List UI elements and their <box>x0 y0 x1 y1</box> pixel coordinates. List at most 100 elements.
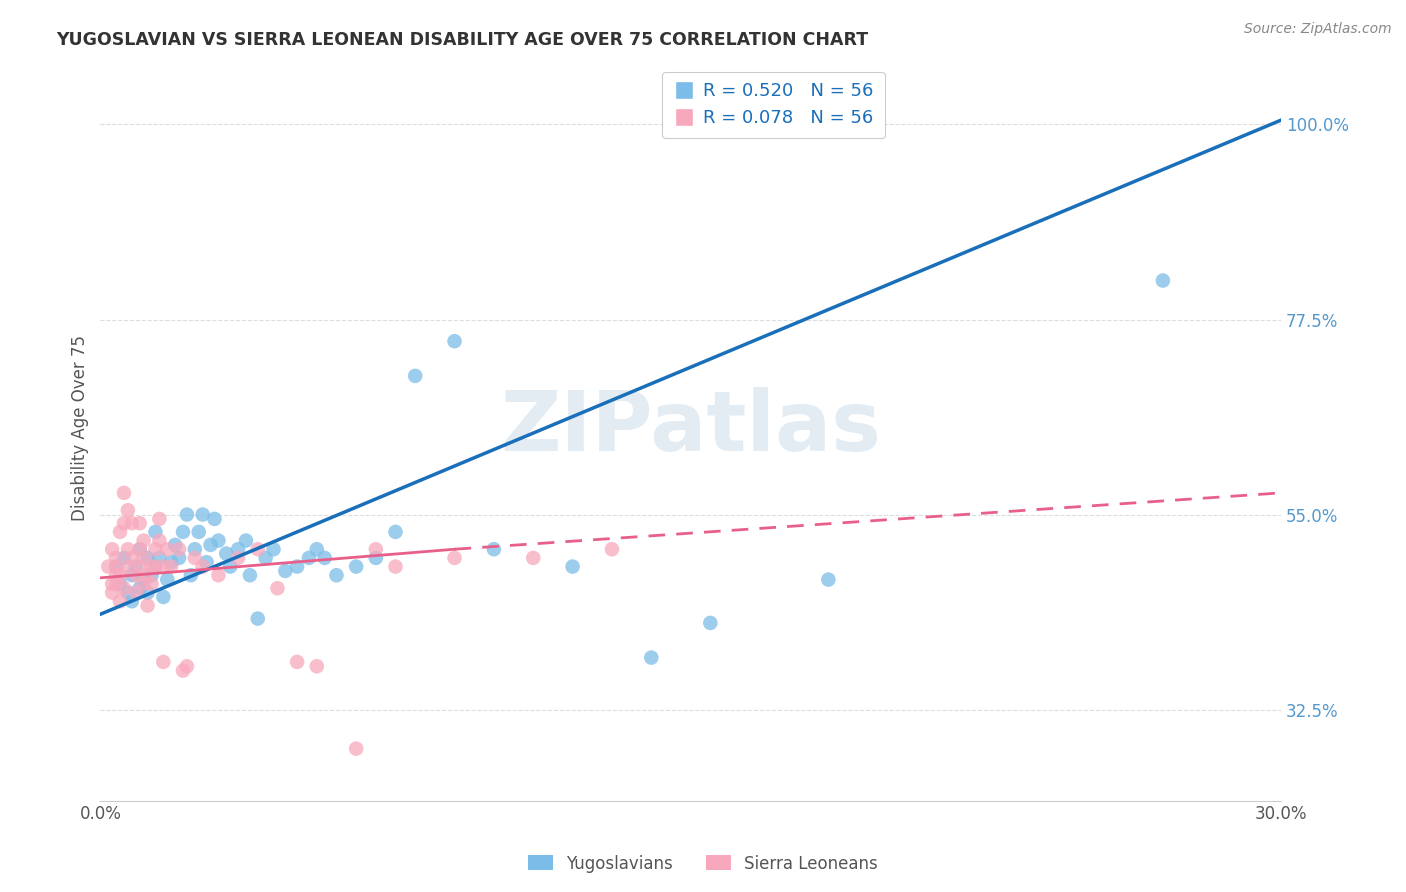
Point <box>132 577 155 591</box>
Point <box>443 550 465 565</box>
Text: YUGOSLAVIAN VS SIERRA LEONEAN DISABILITY AGE OVER 75 CORRELATION CHART: YUGOSLAVIAN VS SIERRA LEONEAN DISABILITY… <box>56 31 869 49</box>
Point <box>187 524 209 539</box>
Point <box>112 516 135 531</box>
Point <box>204 512 226 526</box>
Point <box>298 550 321 565</box>
Point <box>112 486 135 500</box>
Point <box>184 550 207 565</box>
Point <box>172 664 194 678</box>
Point <box>128 542 150 557</box>
Point <box>215 547 238 561</box>
Point <box>148 533 170 548</box>
Point <box>364 542 387 557</box>
Text: Source: ZipAtlas.com: Source: ZipAtlas.com <box>1244 22 1392 37</box>
Point <box>482 542 505 557</box>
Point <box>561 559 583 574</box>
Point <box>207 568 229 582</box>
Point <box>128 581 150 595</box>
Point <box>97 559 120 574</box>
Point <box>176 508 198 522</box>
Point <box>344 559 367 574</box>
Point <box>640 650 662 665</box>
Point <box>128 542 150 557</box>
Point <box>226 542 249 557</box>
Point <box>145 559 167 574</box>
Point <box>108 524 131 539</box>
Point <box>136 550 159 565</box>
Point <box>141 568 163 582</box>
Point <box>105 559 128 574</box>
Point <box>121 568 143 582</box>
Point <box>141 559 163 574</box>
Legend: R = 0.520   N = 56, R = 0.078   N = 56: R = 0.520 N = 56, R = 0.078 N = 56 <box>662 71 884 138</box>
Point <box>117 503 139 517</box>
Point <box>522 550 544 565</box>
Point <box>167 550 190 565</box>
Point <box>235 533 257 548</box>
Point <box>344 741 367 756</box>
Point <box>121 516 143 531</box>
Point <box>180 568 202 582</box>
Point <box>141 577 163 591</box>
Point <box>364 550 387 565</box>
Point <box>246 542 269 557</box>
Point <box>156 542 179 557</box>
Point <box>121 594 143 608</box>
Point <box>152 655 174 669</box>
Text: ZIPatlas: ZIPatlas <box>501 387 882 468</box>
Point <box>121 550 143 565</box>
Legend: Yugoslavians, Sierra Leoneans: Yugoslavians, Sierra Leoneans <box>522 848 884 880</box>
Point <box>195 555 218 569</box>
Point <box>156 573 179 587</box>
Point <box>108 577 131 591</box>
Point <box>305 542 328 557</box>
Point <box>254 550 277 565</box>
Point <box>152 559 174 574</box>
Point <box>145 559 167 574</box>
Point <box>266 581 288 595</box>
Point <box>207 533 229 548</box>
Point <box>384 524 406 539</box>
Point <box>285 655 308 669</box>
Point <box>263 542 285 557</box>
Point <box>817 573 839 587</box>
Point <box>125 559 148 574</box>
Point <box>160 555 183 569</box>
Point <box>305 659 328 673</box>
Point <box>112 581 135 595</box>
Point <box>1152 273 1174 287</box>
Point <box>145 524 167 539</box>
Point <box>136 568 159 582</box>
Point <box>128 559 150 574</box>
Point <box>112 550 135 565</box>
Point <box>384 559 406 574</box>
Point <box>167 542 190 557</box>
Point <box>219 559 242 574</box>
Point <box>148 550 170 565</box>
Point <box>132 573 155 587</box>
Point <box>191 559 214 574</box>
Point <box>117 542 139 557</box>
Point <box>136 599 159 613</box>
Point <box>117 585 139 599</box>
Point <box>200 538 222 552</box>
Point <box>101 585 124 599</box>
Point <box>165 538 187 552</box>
Point <box>125 585 148 599</box>
Y-axis label: Disability Age Over 75: Disability Age Over 75 <box>72 334 89 521</box>
Point <box>105 577 128 591</box>
Point <box>125 568 148 582</box>
Point <box>600 542 623 557</box>
Point <box>239 568 262 582</box>
Point <box>148 512 170 526</box>
Point <box>176 659 198 673</box>
Point <box>101 542 124 557</box>
Point <box>101 577 124 591</box>
Point <box>160 559 183 574</box>
Point <box>246 611 269 625</box>
Point <box>226 550 249 565</box>
Point <box>285 559 308 574</box>
Point <box>184 542 207 557</box>
Point <box>108 594 131 608</box>
Point <box>108 568 131 582</box>
